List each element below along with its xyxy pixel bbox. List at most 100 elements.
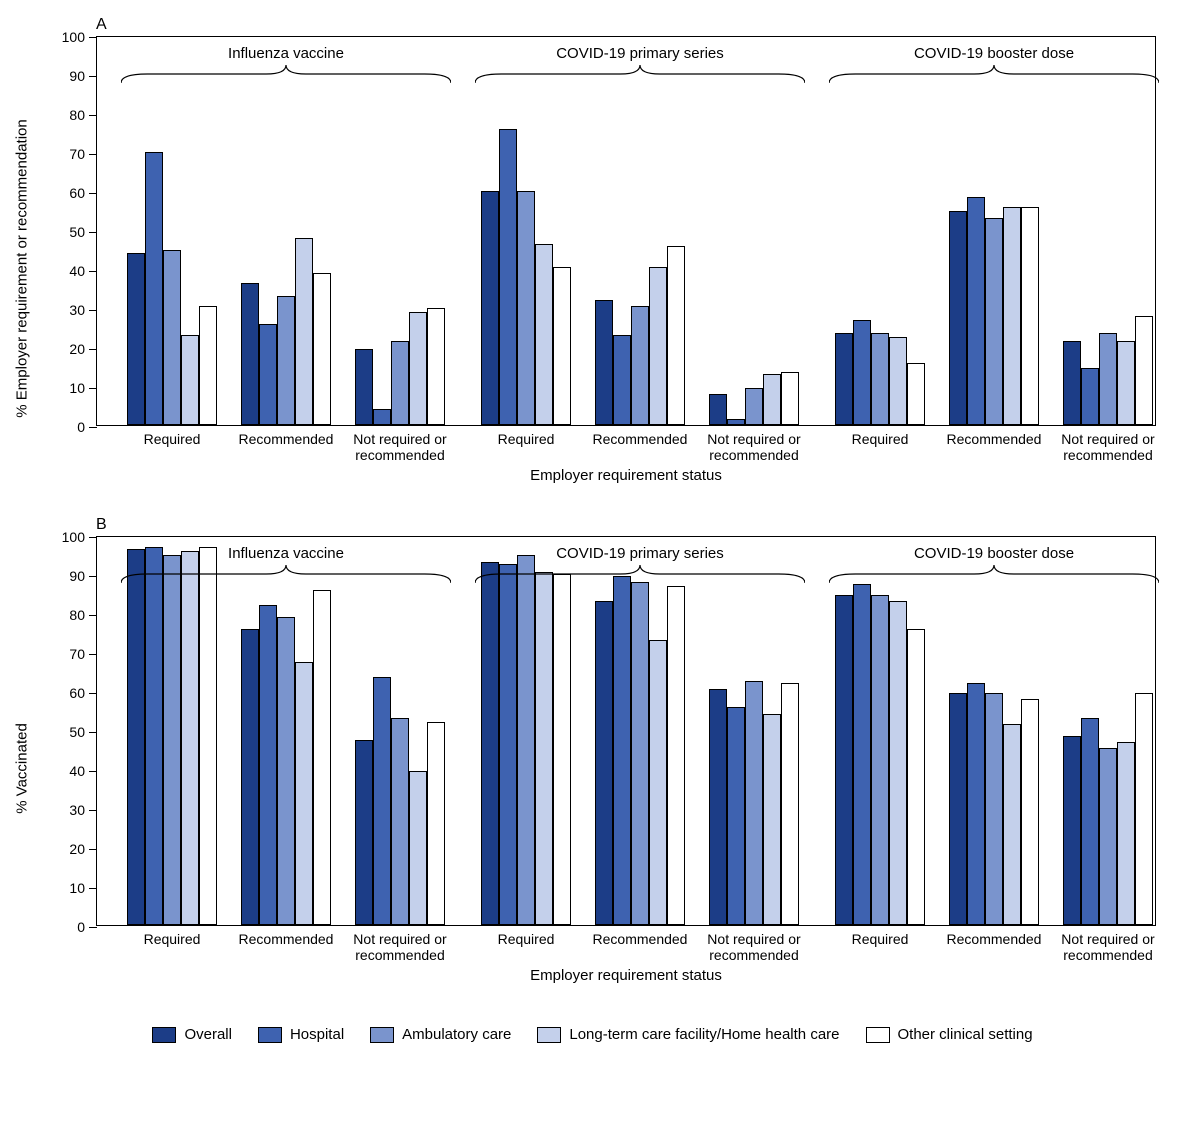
y-tick-label: 70 [69,646,85,662]
y-tick-label: 0 [77,419,85,435]
bar-overall [595,300,613,425]
y-tick [89,537,97,538]
y-tick-label: 60 [69,185,85,201]
bar-ambul [1099,748,1117,925]
y-tick [89,771,97,772]
y-tick [89,388,97,389]
bar-hospital [499,129,517,425]
y-tick [89,310,97,311]
bar-other [781,683,799,925]
bar-ambul [163,250,181,426]
legend-swatch [537,1027,561,1043]
bar-ambul [517,191,535,425]
bar-other [553,574,571,925]
status-group-label: Required [466,931,586,947]
bar-other [1135,316,1153,425]
vaccine-group-label: Influenza vaccine [228,545,344,562]
bar-other [553,267,571,425]
legend-swatch [152,1027,176,1043]
legend-swatch [866,1027,890,1043]
bar-overall [1063,736,1081,925]
y-tick [89,37,97,38]
legend-item-other: Other clinical setting [866,1026,1033,1043]
bar-other [907,363,925,425]
bar-overall [355,349,373,425]
bar-ltc [535,244,553,425]
bar-overall [481,191,499,425]
x-axis-title: Employer requirement status [530,967,722,984]
status-group-label: Not required orrecommended [1048,931,1168,963]
bar-hospital [145,152,163,425]
bar-ltc [181,335,199,425]
vaccine-group-label: Influenza vaccine [228,45,344,62]
y-tick-label: 90 [69,68,85,84]
y-tick-label: 80 [69,107,85,123]
y-tick-label: 0 [77,919,85,935]
y-tick [89,271,97,272]
bar-ambul [517,555,535,926]
status-group-label: Recommended [226,931,346,947]
bar-overall [127,549,145,925]
bar-hospital [853,584,871,925]
bar-overall [835,595,853,925]
y-tick-label: 30 [69,802,85,818]
bar-overall [481,562,499,925]
bar-overall [709,689,727,925]
legend-item-ltc: Long-term care facility/Home health care [537,1026,839,1043]
y-tick [89,193,97,194]
bar-ltc [181,551,199,925]
legend-label: Long-term care facility/Home health care [569,1026,839,1043]
legend-item-ambul: Ambulatory care [370,1026,511,1043]
panel-A: A% Employer requirement or recommendatio… [10,10,1175,510]
status-group-label: Recommended [580,931,700,947]
y-tick-label: 10 [69,380,85,396]
bar-hospital [259,605,277,925]
bar-other [781,372,799,425]
vaccine-group-label: COVID-19 booster dose [914,545,1074,562]
bar-other [199,306,217,425]
y-tick [89,654,97,655]
bar-hospital [373,409,391,425]
bar-hospital [727,707,745,925]
y-tick-label: 50 [69,724,85,740]
status-group-label: Not required orrecommended [694,431,814,463]
bar-hospital [499,564,517,925]
y-tick-label: 30 [69,302,85,318]
bar-other [313,590,331,925]
bar-ltc [763,374,781,425]
bar-ambul [391,718,409,925]
y-tick-label: 80 [69,607,85,623]
status-group-label: Not required orrecommended [340,931,460,963]
legend-label: Overall [184,1026,232,1043]
bar-ambul [277,296,295,425]
panel-B: B% Vaccinated0102030405060708090100Requi… [10,510,1175,1010]
legend-swatch [370,1027,394,1043]
status-group-label: Required [112,431,232,447]
bar-hospital [259,324,277,425]
y-tick [89,615,97,616]
y-tick [89,427,97,428]
bar-other [1021,207,1039,425]
bar-ambul [871,333,889,425]
bar-ambul [163,555,181,926]
bar-ltc [535,572,553,925]
bar-other [667,246,685,425]
bar-overall [949,211,967,426]
bar-ltc [763,714,781,925]
bar-overall [709,394,727,425]
bar-hospital [373,677,391,925]
y-tick-label: 20 [69,841,85,857]
status-group-label: Required [820,431,940,447]
bar-ltc [295,238,313,425]
y-tick [89,232,97,233]
bar-hospital [613,576,631,925]
y-tick-label: 40 [69,763,85,779]
status-group-label: Not required orrecommended [694,931,814,963]
bar-overall [241,629,259,925]
bar-ltc [889,601,907,925]
bar-hospital [967,683,985,925]
legend-item-hospital: Hospital [258,1026,344,1043]
status-group-label: Not required orrecommended [1048,431,1168,463]
vaccine-group-label: COVID-19 booster dose [914,45,1074,62]
y-tick-label: 20 [69,341,85,357]
